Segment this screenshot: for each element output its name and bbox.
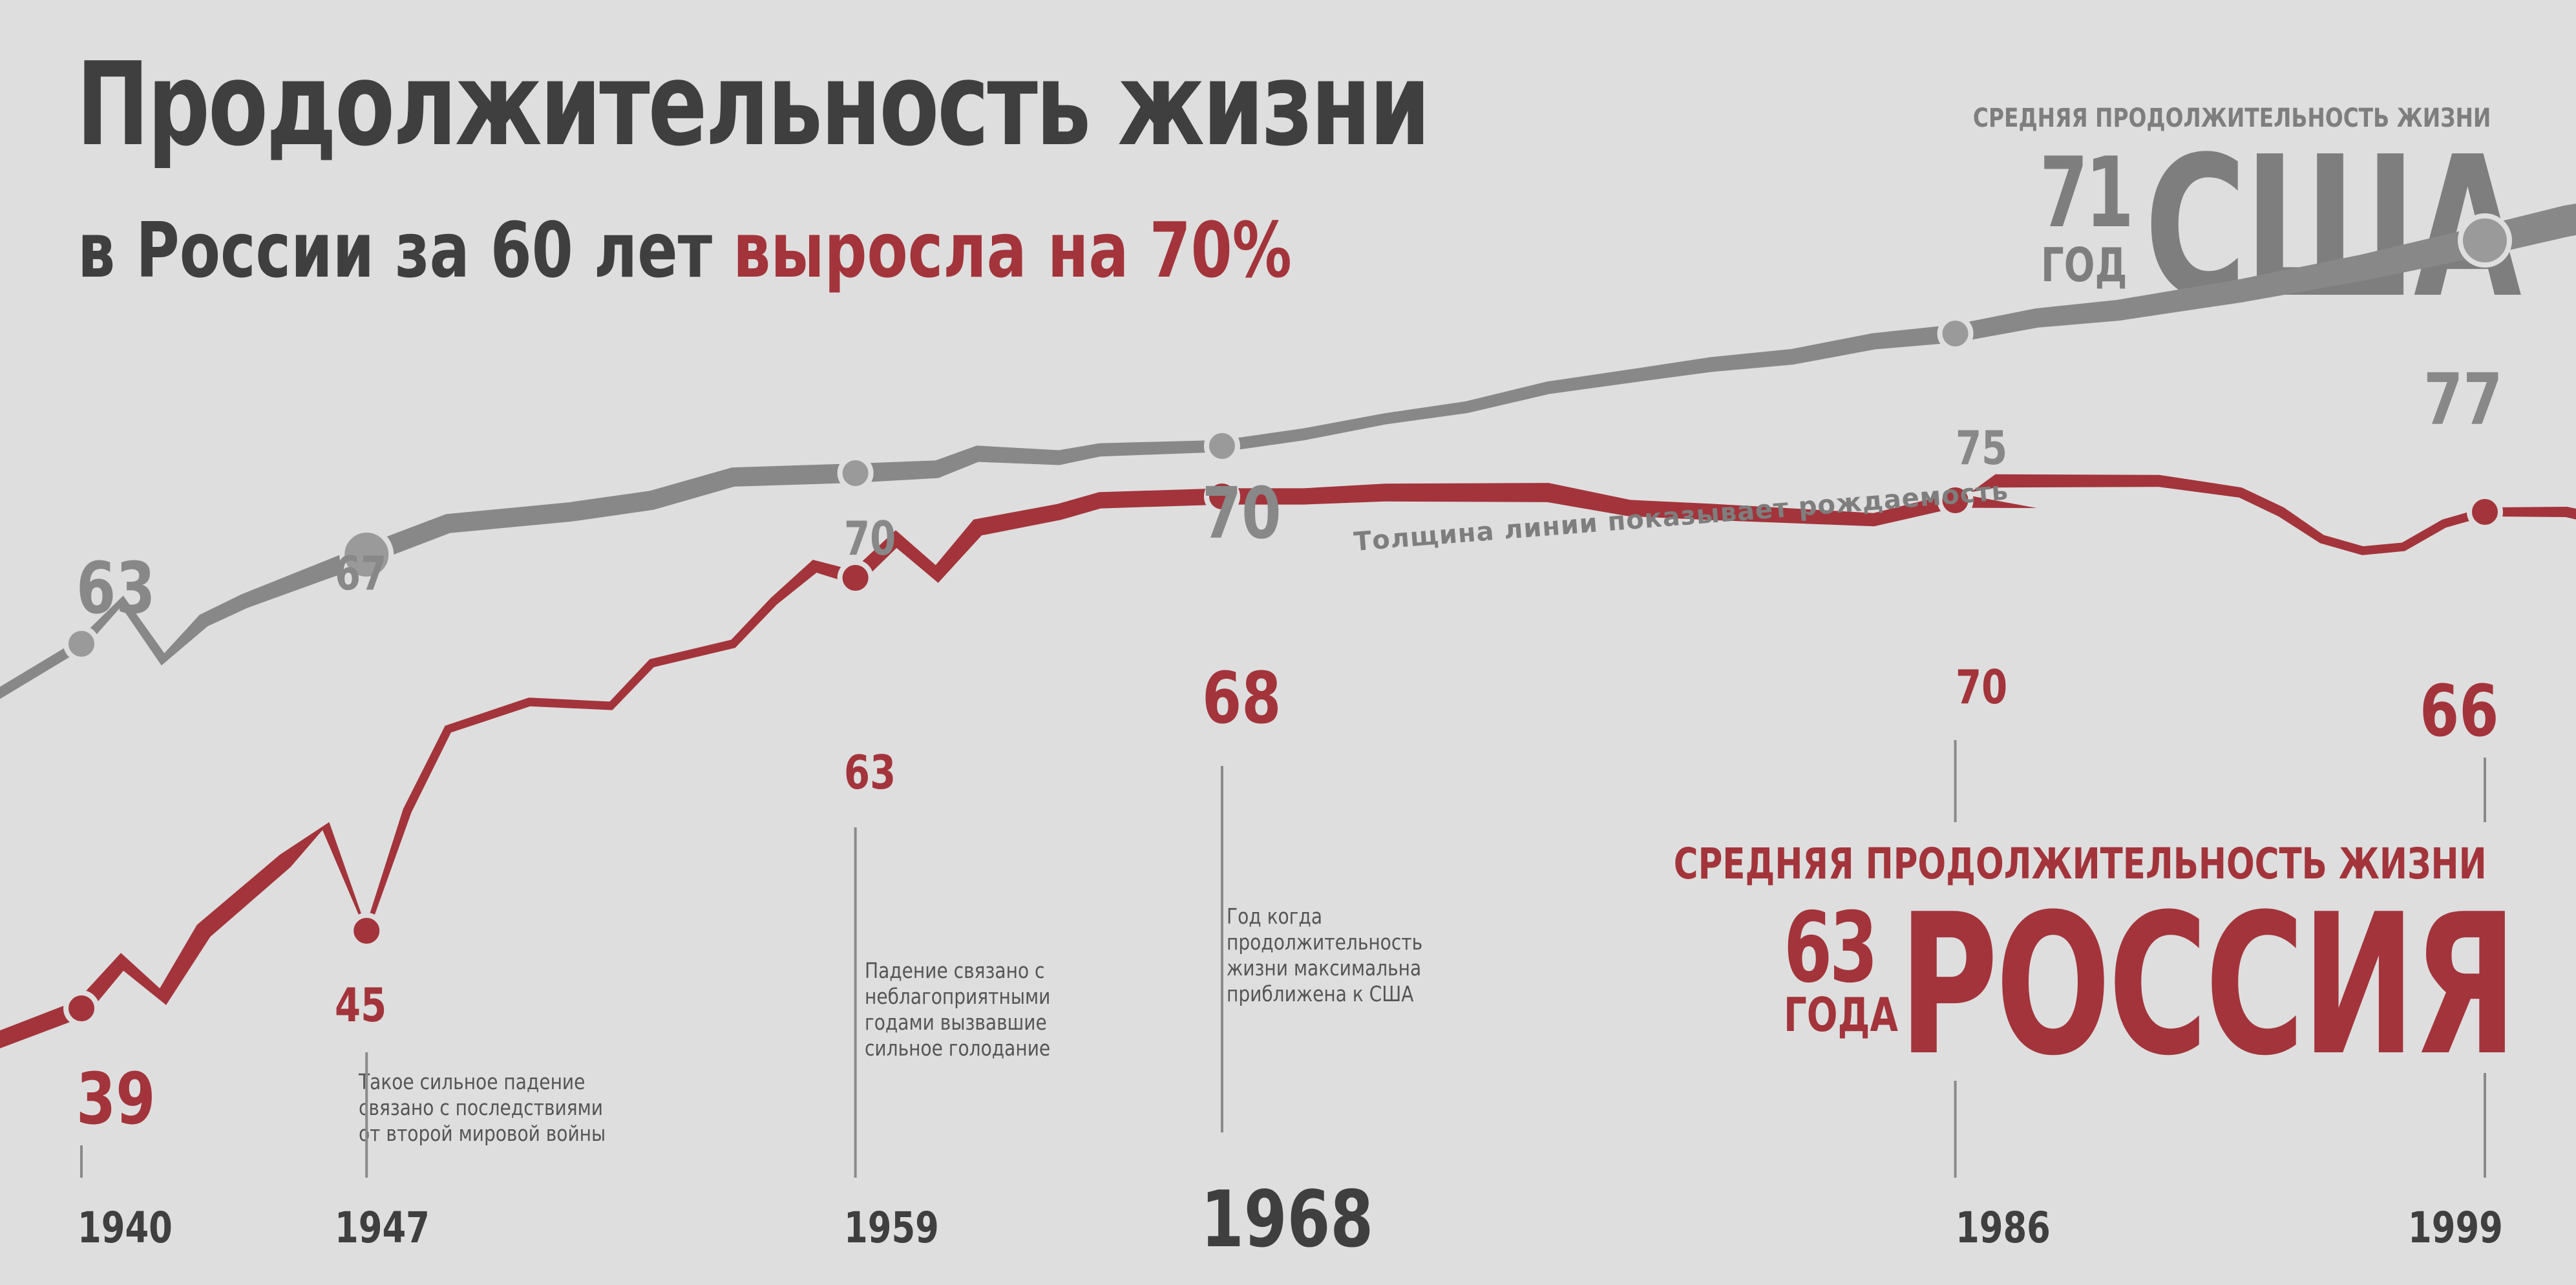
x-tick-label-1986: 1986	[1956, 1204, 2051, 1253]
usa-marker-1999	[2458, 213, 2512, 268]
usa-marker-1986	[1937, 315, 1974, 352]
russia-value-label-1940: 39	[76, 1059, 155, 1141]
usa-value-label-1999: 77	[2423, 359, 2502, 441]
russia-value-label-1986: 70	[1956, 661, 2007, 715]
russia-value-label-1947: 45	[335, 979, 386, 1033]
x-tick-label-1999: 1999	[2408, 1204, 2503, 1253]
x-tick-label-1968: 1968	[1201, 1174, 1373, 1264]
usa-line	[0, 203, 2576, 699]
russia-value-label-1999: 66	[2420, 671, 2498, 753]
usa-average-value: 71	[2040, 137, 2134, 250]
russia-average-value: 63	[1784, 892, 1878, 1004]
russia-value-label-1959: 63	[844, 746, 896, 800]
usa-marker-1940	[63, 626, 100, 662]
note-1947: Такое сильное падение связано с последст…	[359, 1069, 606, 1146]
usa-marker-1968	[1203, 428, 1240, 464]
russia-marker-1959	[837, 560, 874, 596]
russia-marker-1986	[1937, 482, 1974, 518]
usa-value-label-1959: 70	[844, 512, 896, 566]
page-title: Продолжительность жизни	[76, 37, 1430, 171]
russia-marker-1947	[348, 913, 385, 949]
russia-average-unit: ГОДА	[1784, 988, 1899, 1042]
usa-marker-1947	[339, 527, 394, 582]
russia-marker-1940	[63, 990, 100, 1026]
russia-marker-1968	[1203, 478, 1240, 515]
usa-marker-1959	[837, 455, 874, 491]
note-1959: Падение связано с неблагоприятными годам…	[865, 958, 1051, 1061]
russia-country-label: РОССИЯ	[1899, 873, 2517, 1098]
usa-average-unit: ГОД	[2041, 238, 2127, 292]
x-tick-label-1947: 1947	[335, 1204, 430, 1253]
subtitle: в России за 60 лет выросла на 70%	[78, 206, 1292, 295]
usa-caption: СРЕДНЯЯ ПРОДОЛЖИТЕЛЬНОСТЬ ЖИЗНИ	[1972, 103, 2491, 133]
russia-line	[0, 474, 2576, 1048]
russia-caption: СРЕДНЯЯ ПРОДОЛЖИТЕЛЬНОСТЬ ЖИЗНИ	[1674, 839, 2487, 889]
note-1968: Год когда продолжительность жизни максим…	[1227, 904, 1423, 1006]
usa-value-label-1947: 67	[335, 547, 386, 601]
subtitle-prefix: в России за 60 лет	[78, 206, 734, 295]
subtitle-highlight: выросла на 70%	[733, 206, 1292, 295]
x-tick-label-1940: 1940	[78, 1204, 173, 1253]
usa-value-label-1986: 75	[1956, 421, 2007, 476]
usa-value-label-1940: 63	[76, 548, 155, 630]
russia-value-label-1968: 68	[1202, 658, 1281, 740]
russia-marker-1999	[2467, 494, 2503, 530]
usa-value-label-1968: 70	[1202, 473, 1281, 555]
x-tick-label-1959: 1959	[844, 1204, 939, 1253]
